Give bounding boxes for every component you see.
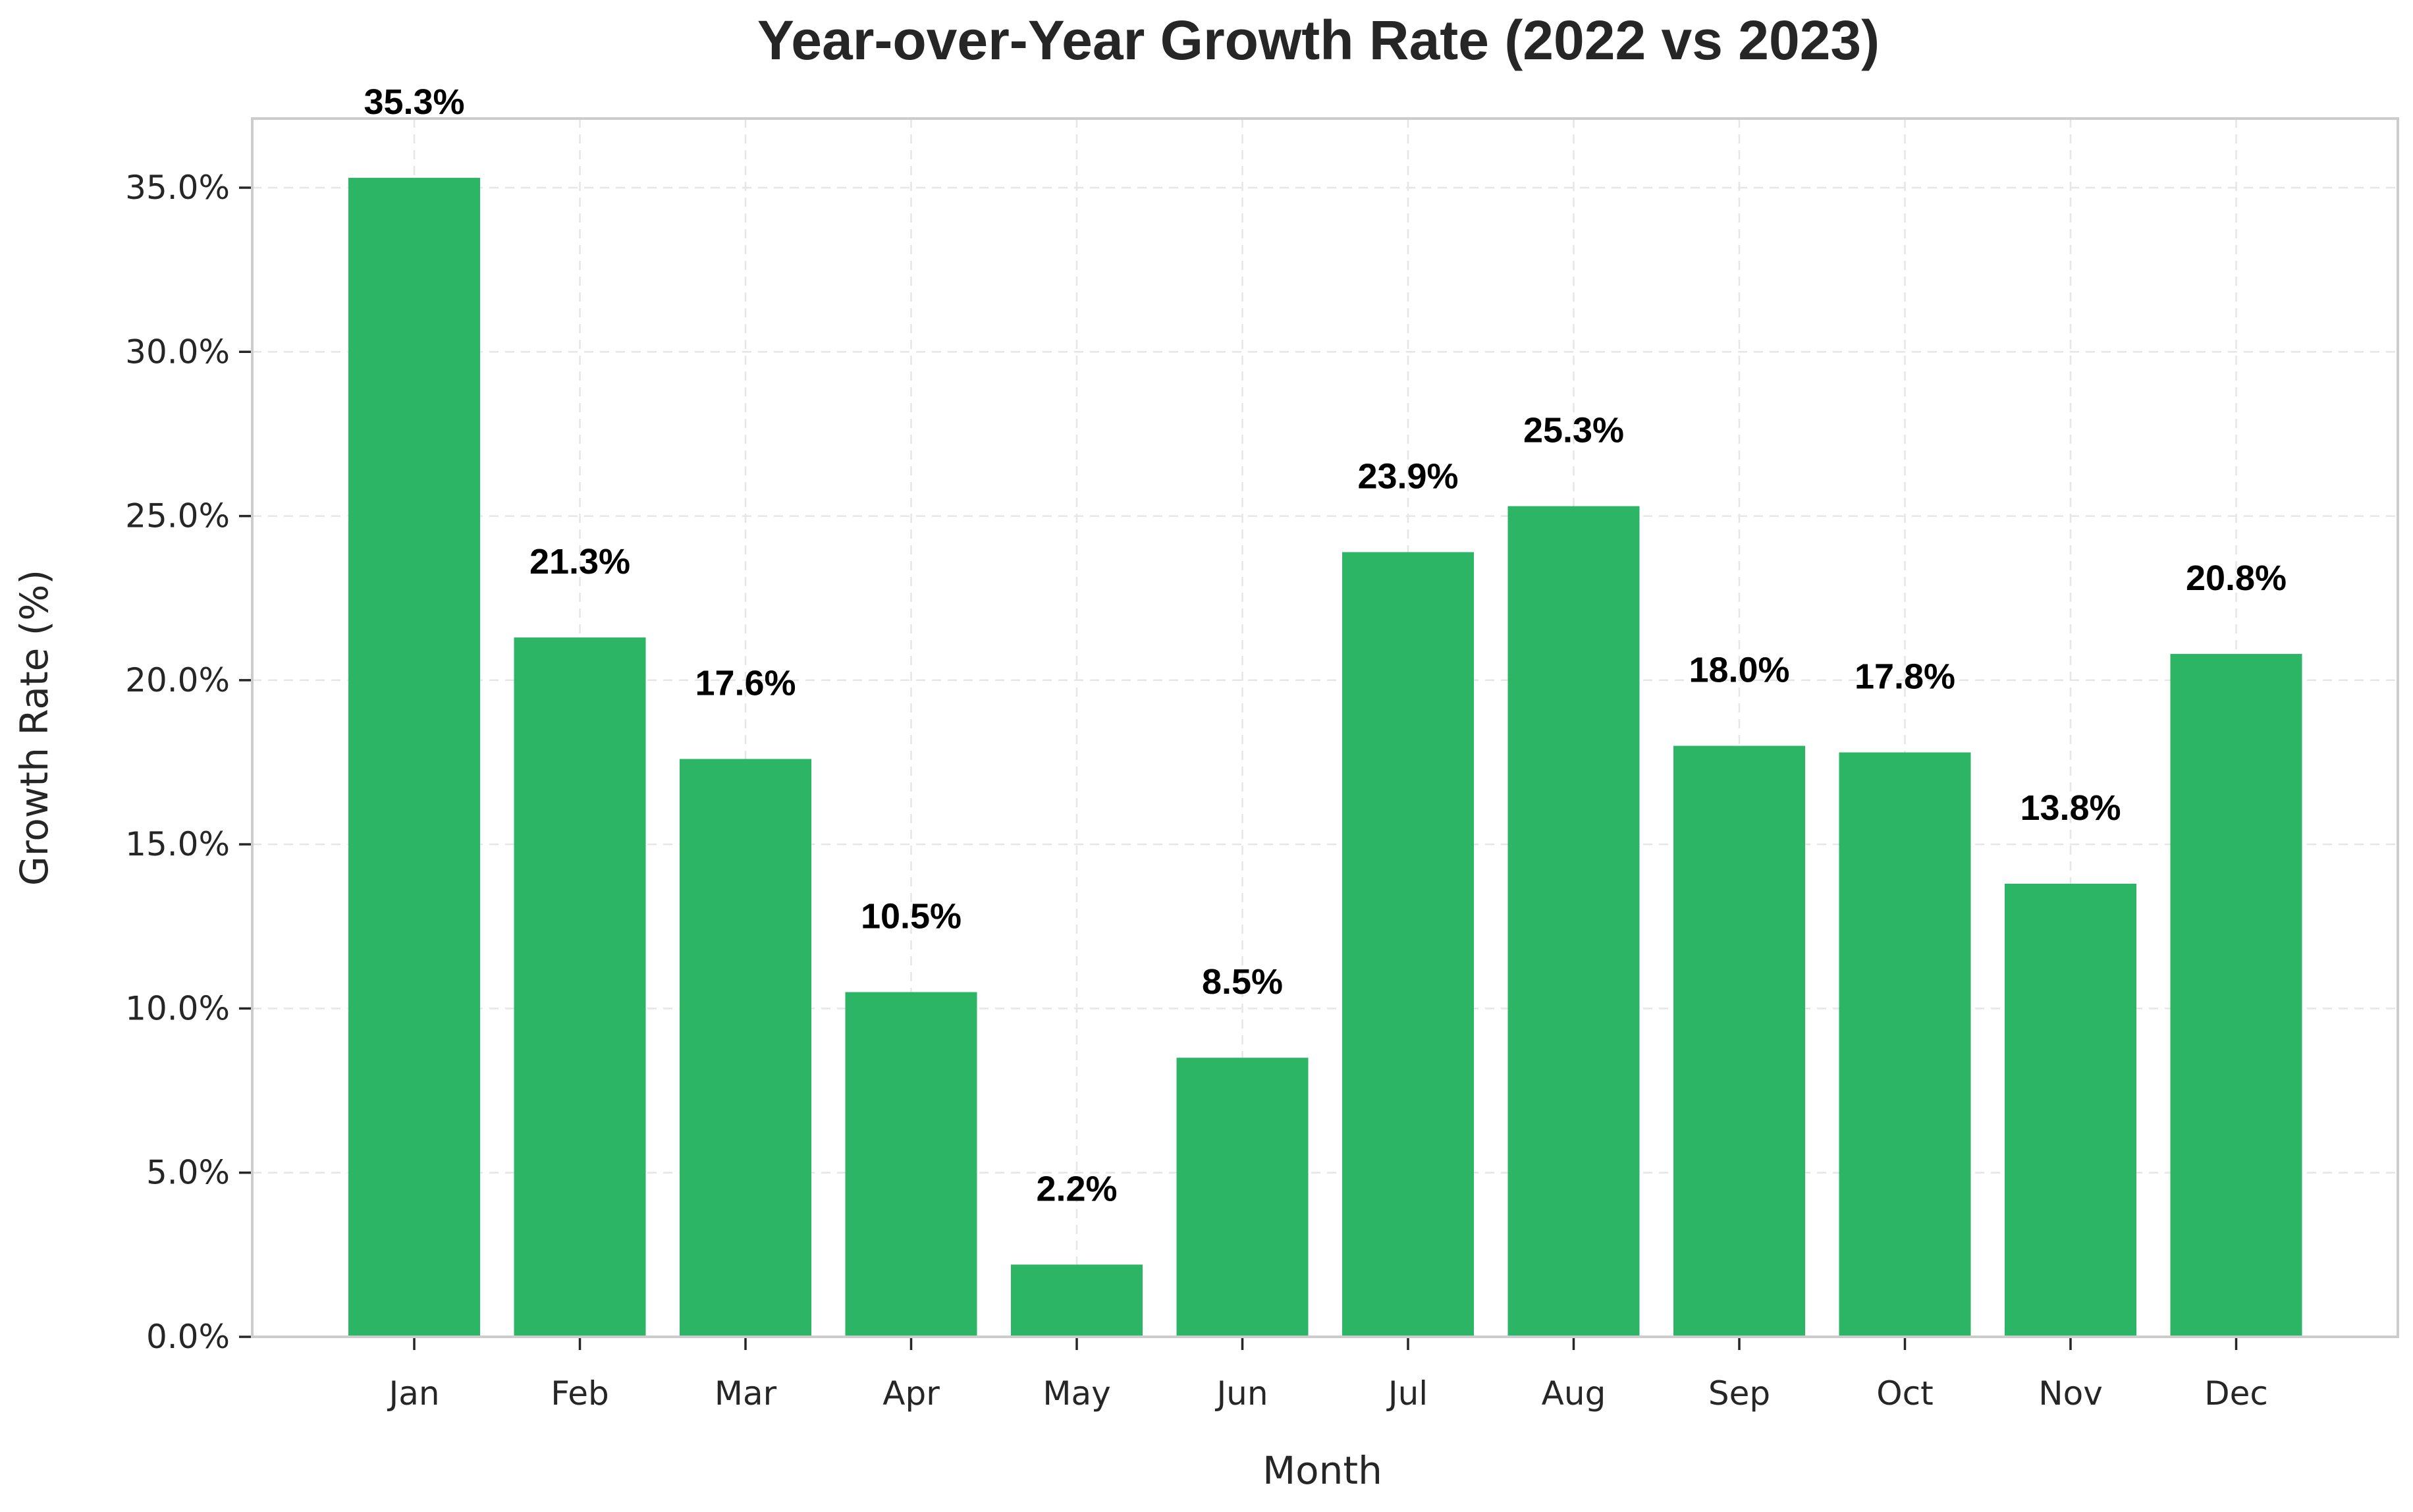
bar-aug [1507,506,1640,1337]
y-tick-label: 30.0% [125,333,230,371]
data-labels: 35.3% 21.3% 17.6% 10.5% 2.2% 8.5% 23.9% 25.3% 18… [364,82,2287,1208]
data-label-jan: 35.3% [364,82,464,122]
x-tick-label-may: May [1043,1374,1110,1413]
x-tick-label-mar: Mar [715,1374,777,1413]
bar-jan [348,178,480,1337]
y-tick-label: 10.0% [125,989,230,1027]
bar-jul [1342,552,1474,1337]
plot-frame [251,117,2399,1338]
bar-oct [1839,752,1971,1337]
y-tick-label: 0.0% [146,1318,230,1356]
x-tick-label-sep: Sep [1708,1374,1770,1413]
y-axis-title: Growth Rate (%) [12,570,57,886]
data-label-oct: 17.8% [1855,657,1955,697]
y-tick-label: 5.0% [146,1154,230,1192]
data-label-apr: 10.5% [861,897,962,936]
bar-feb [514,637,646,1337]
y-tick-label: 15.0% [125,825,230,863]
y-tick-label: 20.0% [125,661,230,699]
data-label-sep: 18.0% [1689,651,1789,690]
bars [348,178,2302,1337]
bar-mar [680,759,811,1337]
x-tick-label-dec: Dec [2204,1374,2268,1413]
data-label-mar: 17.6% [695,664,796,703]
bar-nov [2005,883,2136,1337]
bar-sep [1673,745,1805,1337]
y-tick-label: 35.0% [125,169,230,207]
x-axis: Jan Feb Mar Apr May Jun Jul Aug Sep Oct Nov Dec [387,1337,2268,1413]
bar-jun [1176,1058,1309,1337]
chart-title: Year-over-Year Growth Rate (2022 vs 2023… [757,9,1880,71]
x-tick-label-oct: Oct [1876,1374,1933,1413]
data-label-dec: 20.8% [2186,558,2287,598]
x-tick-label-feb: Feb [551,1374,609,1413]
y-tick-label: 25.0% [125,497,230,535]
data-label-jul: 23.9% [1357,456,1458,496]
data-label-nov: 13.8% [2020,788,2121,828]
data-label-may: 2.2% [1036,1169,1117,1208]
x-tick-label-jun: Jun [1214,1374,1268,1413]
data-label-aug: 25.3% [1523,411,1624,450]
x-tick-label-nov: Nov [2038,1374,2103,1413]
x-tick-label-jul: Jul [1386,1374,1428,1413]
bar-apr [845,992,977,1337]
x-axis-title: Month [1262,1448,1382,1493]
y-axis: 0.0% 5.0% 10.0% 15.0% 20.0% 25.0% 30.0% 35.0% [125,169,252,1356]
bar-dec [2170,653,2302,1337]
bar-may [1011,1264,1143,1337]
x-tick-label-jan: Jan [387,1374,439,1413]
x-tick-label-aug: Aug [1542,1374,1606,1413]
data-label-feb: 21.3% [529,542,630,581]
data-label-jun: 8.5% [1202,962,1283,1002]
x-tick-label-apr: Apr [882,1374,940,1413]
